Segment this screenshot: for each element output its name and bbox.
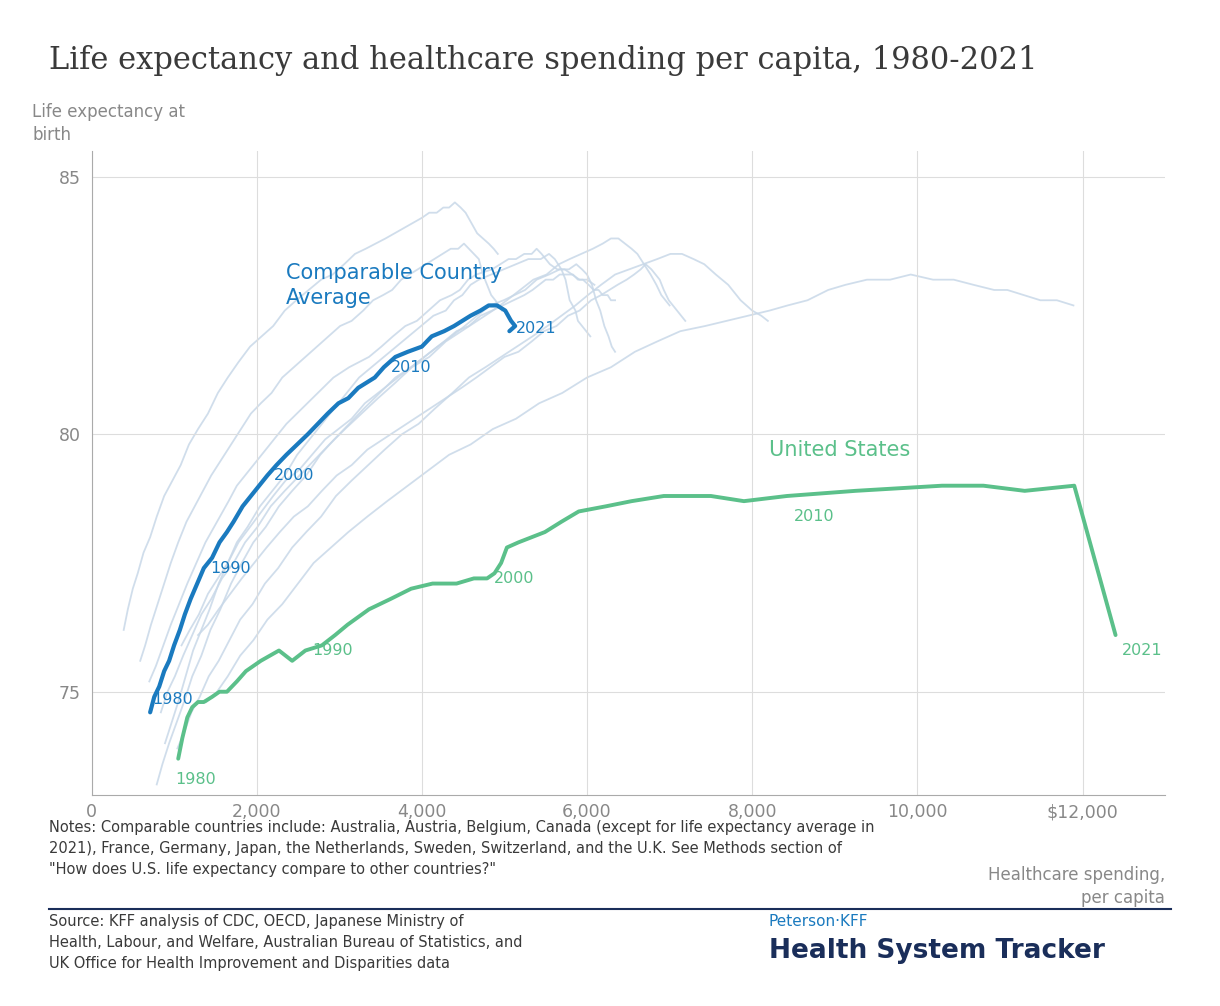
- Text: Health System Tracker: Health System Tracker: [769, 938, 1104, 964]
- Text: Peterson·KFF: Peterson·KFF: [769, 914, 869, 930]
- Text: 2000: 2000: [274, 468, 315, 483]
- Text: Source: KFF analysis of CDC, OECD, Japanese Ministry of
Health, Labour, and Welf: Source: KFF analysis of CDC, OECD, Japan…: [49, 914, 522, 972]
- Text: United States: United States: [769, 440, 910, 460]
- Text: 2010: 2010: [793, 509, 834, 524]
- Text: 1990: 1990: [210, 560, 251, 575]
- Text: Life expectancy and healthcare spending per capita, 1980-2021: Life expectancy and healthcare spending …: [49, 45, 1037, 76]
- Text: Notes: Comparable countries include: Australia, Austria, Belgium, Canada (except: Notes: Comparable countries include: Aus…: [49, 820, 875, 877]
- Text: 2021: 2021: [516, 321, 556, 336]
- Text: 1990: 1990: [312, 643, 353, 658]
- Text: 2021: 2021: [1122, 643, 1163, 658]
- Text: 2000: 2000: [494, 571, 534, 585]
- Text: Healthcare spending,
per capita: Healthcare spending, per capita: [988, 865, 1165, 907]
- Text: Life expectancy at
birth: Life expectancy at birth: [33, 103, 185, 145]
- Text: 1980: 1980: [176, 772, 216, 787]
- Text: 1980: 1980: [152, 692, 193, 707]
- Text: 2010: 2010: [390, 360, 431, 374]
- Text: Comparable Country
Average: Comparable Country Average: [285, 264, 501, 308]
